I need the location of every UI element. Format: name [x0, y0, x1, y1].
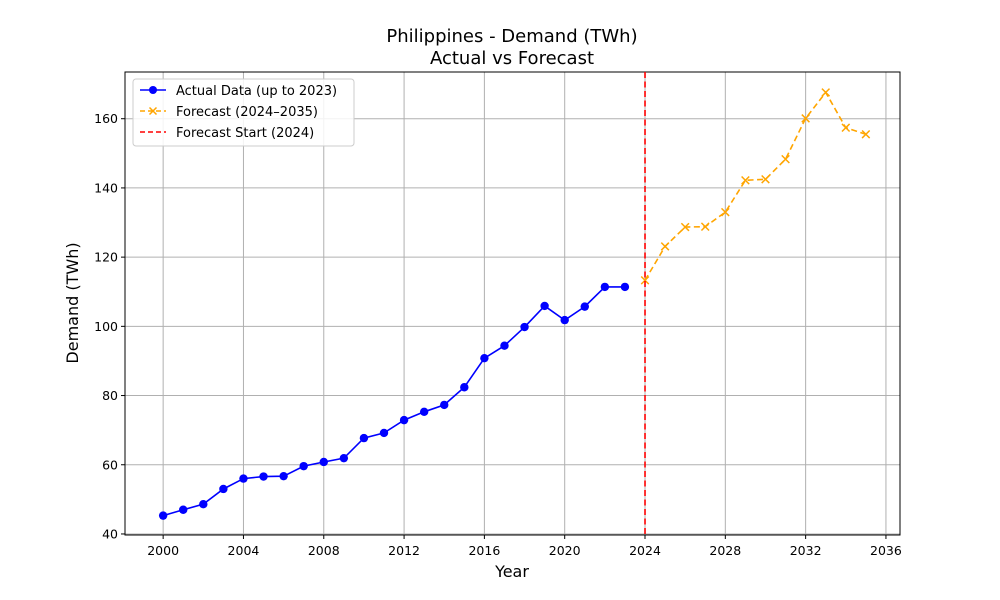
y-tick-label: 120 [94, 250, 118, 265]
data-point-forecast [761, 174, 770, 184]
x-axis-label: Year [494, 562, 529, 581]
data-point-actual [239, 474, 248, 483]
data-point-actual [259, 472, 268, 481]
y-tick-label: 40 [102, 526, 118, 541]
data-point-actual [319, 457, 328, 467]
data-point-actual [179, 505, 188, 514]
data-point-actual [440, 400, 449, 410]
x-tick-label: 2036 [870, 543, 902, 558]
data-point-actual [620, 282, 630, 292]
x-tick-label: 2032 [790, 543, 822, 558]
legend-frame [132, 78, 355, 147]
data-point-actual [379, 428, 389, 438]
data-point-actual [359, 433, 369, 443]
data-point-actual [199, 500, 208, 509]
data-point-forecast [700, 222, 710, 232]
plot-area [124, 71, 901, 536]
y-axis-label: Demand (TWh) [63, 242, 82, 363]
data-point-actual [520, 322, 529, 332]
chart-subtitle: Actual vs Forecast [430, 48, 594, 69]
data-point-actual [600, 282, 610, 292]
x-tick-label: 2012 [388, 543, 420, 558]
data-point-forecast [741, 175, 750, 185]
data-point-forecast [640, 275, 650, 285]
data-point-actual [279, 471, 288, 481]
data-point-actual [480, 353, 489, 363]
data-point-actual [219, 484, 228, 494]
data-point-forecast [660, 242, 670, 251]
x-tick-label: 2008 [308, 543, 340, 558]
data-point-forecast [841, 123, 851, 133]
data-point-forecast [801, 114, 810, 123]
legend: Actual Data (up to 2023) Forecast (2024–… [132, 78, 355, 147]
legend-forecast-start-label: Forecast Start (2024) [176, 126, 314, 141]
data-point-forecast [781, 154, 790, 164]
legend-actual-label: Actual Data (up to 2023) [176, 84, 337, 99]
data-point-actual [580, 302, 589, 311]
chart-title: Philippines - Demand (TWh) [386, 26, 637, 47]
x-tick-label: 2000 [147, 543, 179, 558]
data-point-actual [158, 511, 168, 520]
grid [125, 72, 900, 535]
legend-actual-marker [149, 86, 157, 94]
data-point-actual [419, 407, 429, 417]
data-point-forecast [861, 129, 871, 139]
y-tick-label: 60 [102, 457, 118, 472]
x-tick-label: 2028 [709, 543, 741, 558]
data-point-actual [399, 415, 409, 425]
x-tick-label: 2024 [629, 543, 661, 558]
y-tick-label: 160 [94, 111, 118, 126]
data-point-forecast [821, 88, 831, 97]
data-point-actual [299, 461, 308, 471]
plot-series [158, 72, 871, 535]
x-tick-label: 2004 [228, 543, 260, 558]
legend-forecast-label: Forecast (2024–2035) [176, 105, 318, 120]
data-point-forecast [680, 222, 690, 232]
data-point-actual [460, 383, 469, 392]
data-point-actual [339, 453, 349, 463]
data-point-actual [500, 341, 509, 350]
x-tick-label: 2020 [549, 543, 581, 558]
axis-ticks: 2000 2004 2008 2012 2016 2020 2024 2028 2032 2036… [94, 111, 902, 558]
y-tick-label: 80 [102, 388, 118, 403]
y-tick-label: 100 [94, 319, 118, 334]
legend-forecast-marker [148, 106, 158, 116]
x-tick-label: 2016 [468, 543, 500, 558]
data-point-actual [560, 315, 569, 325]
data-point-forecast [720, 207, 730, 217]
data-point-actual [540, 301, 549, 311]
y-tick-label: 140 [94, 180, 118, 195]
